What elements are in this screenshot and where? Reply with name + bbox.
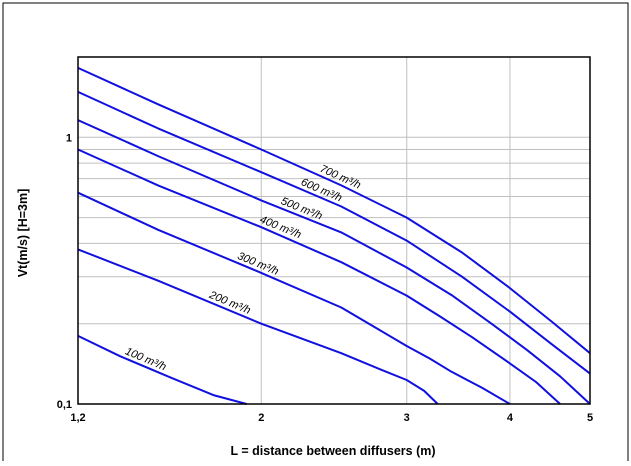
series-line [77,248,439,405]
y-tick-label: 1 [66,132,72,144]
series-line [77,66,591,354]
plot-area-border [77,56,591,405]
y-tick-label: 0,1 [57,399,72,411]
y-axis-label: Vt(m/s) [H=3m] [16,189,30,278]
series-line [77,148,561,405]
series-line [77,334,247,405]
x-tick-label: 3 [404,412,410,424]
x-axis-label: L = distance between diffusers (m) [230,444,435,458]
x-tick-label: 1,2 [70,412,85,424]
x-tick-labels: 1,2 2 3 4 5 [70,412,593,424]
x-tick-label: 4 [507,412,514,424]
series-line [77,90,591,375]
series-line [77,119,591,405]
x-tick-label: 5 [587,412,593,424]
series-line [77,191,511,405]
series-lines [77,66,591,405]
y-tick-labels: 0,11 [57,132,72,411]
x-tick-label: 2 [258,412,264,424]
